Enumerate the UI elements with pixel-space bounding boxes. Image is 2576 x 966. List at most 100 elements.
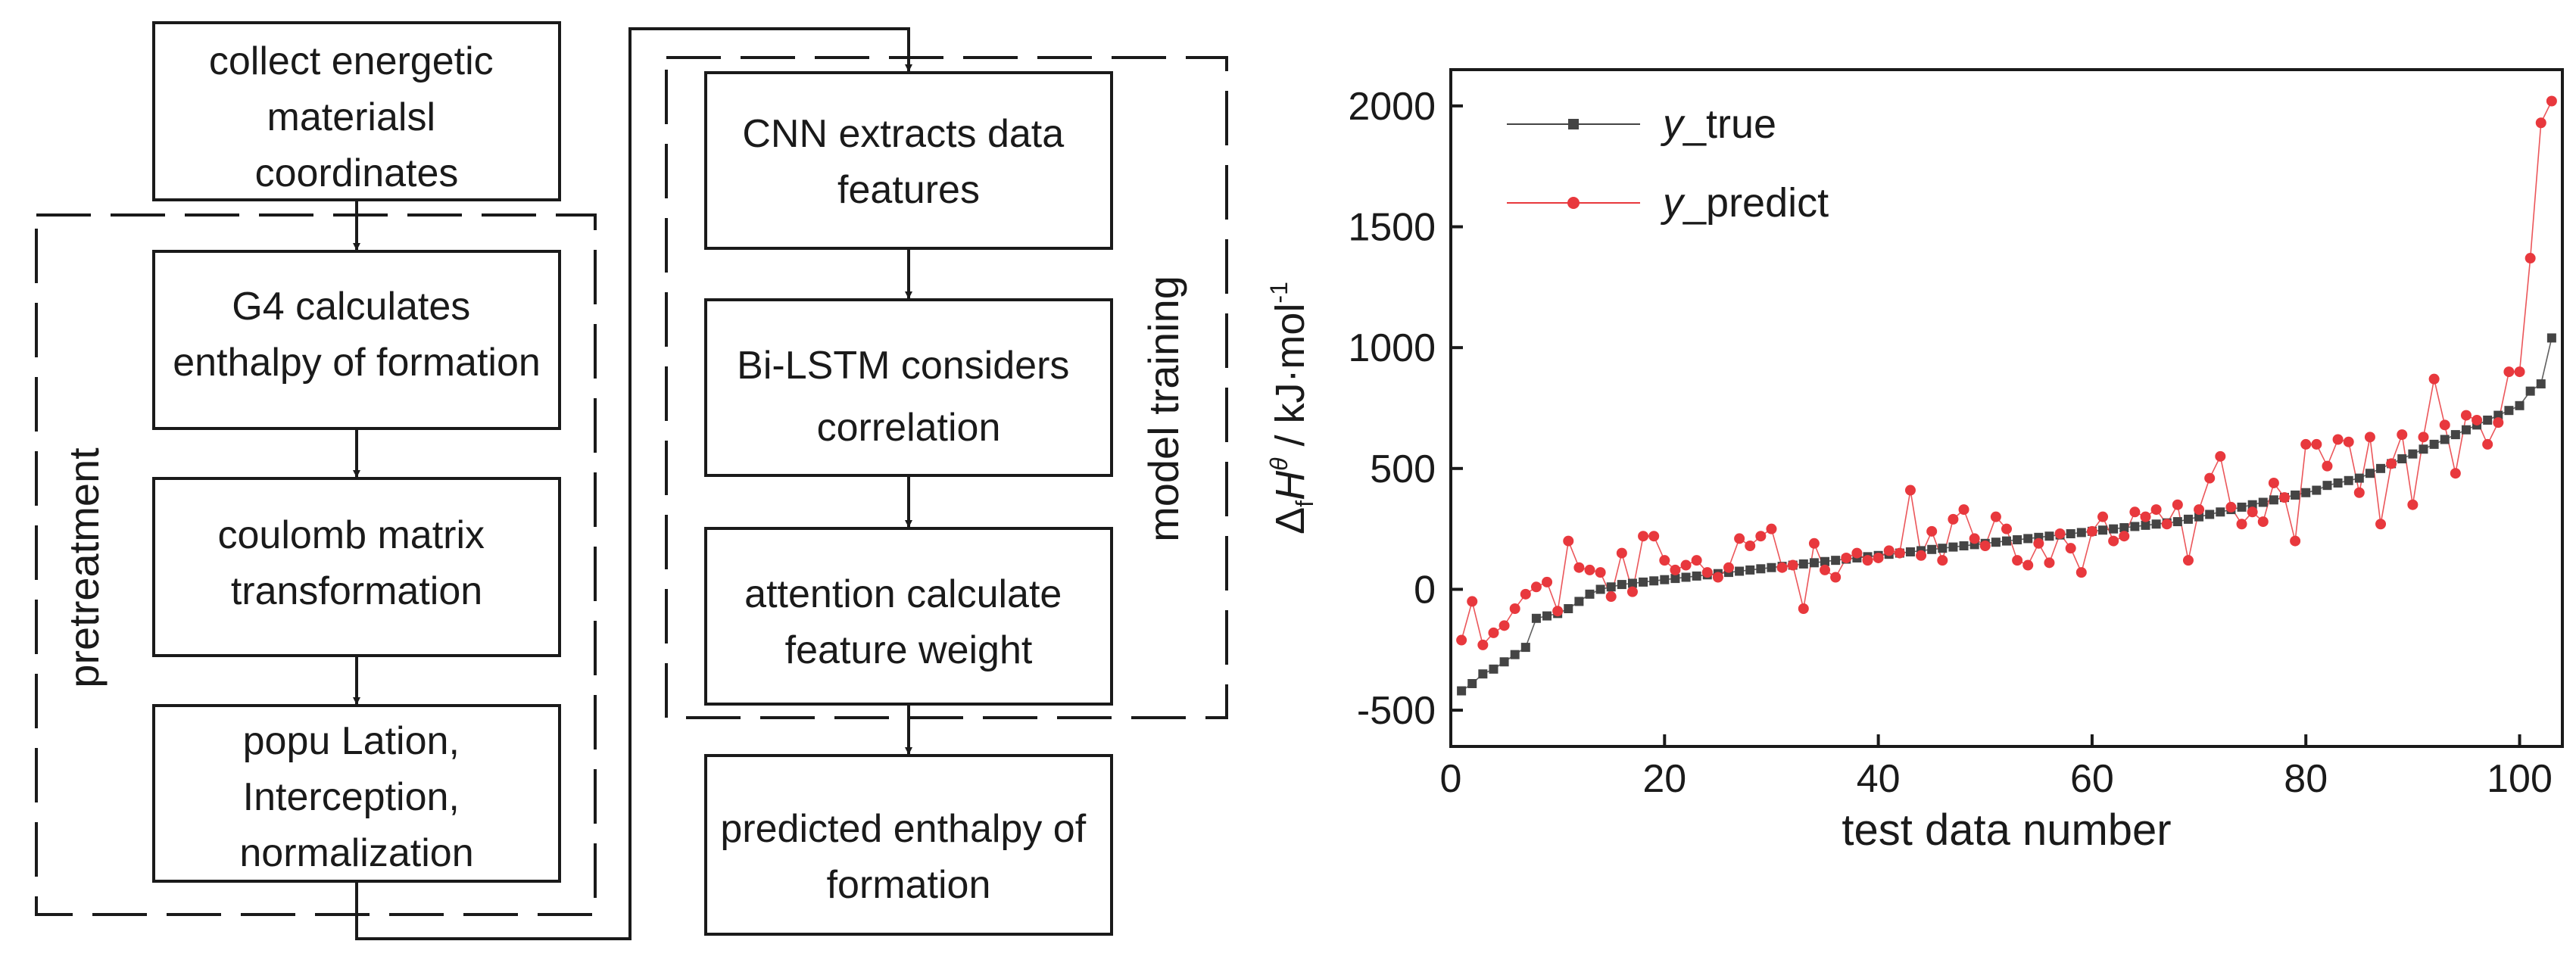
point-y_predict-63 xyxy=(2119,531,2130,542)
point-y_true-94 xyxy=(2450,430,2460,440)
point-y_true-51 xyxy=(1991,538,2001,547)
point-y_predict-28 xyxy=(1745,540,1756,551)
pretreatment-group xyxy=(35,213,597,916)
point-y_true-33 xyxy=(1798,559,1808,569)
point-y_true-11 xyxy=(1564,604,1573,614)
point-y_true-63 xyxy=(2119,523,2129,533)
point-y_predict-95 xyxy=(2460,410,2472,421)
node-coulomb: coulomb matrix transformation xyxy=(152,477,561,657)
point-y_true-46 xyxy=(1938,544,1948,553)
point-y_true-69 xyxy=(2183,514,2193,524)
point-y_predict-27 xyxy=(1734,533,1745,544)
point-y_predict-26 xyxy=(1723,562,1734,573)
point-y_true-20 xyxy=(1660,575,1670,584)
node-g4-line-2: enthalpy of formation xyxy=(173,341,541,385)
node-collect: collect energetic materialsl coordinates xyxy=(152,21,561,201)
point-y_predict-19 xyxy=(1648,531,1660,542)
point-y_predict-64 xyxy=(2129,506,2141,518)
point-y_predict-98 xyxy=(2493,417,2504,428)
point-y_predict-58 xyxy=(2065,543,2076,554)
point-y_predict-61 xyxy=(2097,511,2109,522)
point-y_true-5 xyxy=(1499,657,1509,667)
x-tick-label-0: 0 xyxy=(1440,757,1462,801)
point-y_predict-34 xyxy=(1808,538,1820,549)
node-bilstm-box xyxy=(704,298,1113,477)
point-y_predict-42 xyxy=(1894,547,1905,559)
node-attention-text: attention calculate feature weight xyxy=(744,572,1073,672)
point-y_true-22 xyxy=(1681,572,1691,582)
point-y_true-1 xyxy=(1457,686,1467,696)
y-tick-label-0: 0 xyxy=(1414,568,1436,612)
point-y_true-76 xyxy=(2258,497,2268,507)
point-y_true-87 xyxy=(2376,463,2386,473)
point-y_true-7 xyxy=(1520,643,1530,653)
legend-swatch-marker-y-predict xyxy=(1567,197,1580,209)
point-y_true-23 xyxy=(1692,571,1701,581)
point-y_true-48 xyxy=(1959,541,1969,550)
point-y_predict-81 xyxy=(2311,438,2322,450)
point-y_predict-48 xyxy=(1958,504,1969,516)
point-y_true-70 xyxy=(2194,512,2204,522)
point-y_true-103 xyxy=(2546,333,2556,343)
point-y_predict-79 xyxy=(2290,535,2301,547)
point-y_true-98 xyxy=(2493,410,2503,420)
node-attention-box xyxy=(704,527,1113,706)
x-tick-label-40: 40 xyxy=(1857,757,1901,801)
point-y_predict-101 xyxy=(2525,253,2536,264)
point-y_true-92 xyxy=(2429,439,2439,449)
point-y_predict-41 xyxy=(1883,545,1895,556)
point-y_true-95 xyxy=(2461,425,2471,435)
point-y_predict-15 xyxy=(1605,591,1617,603)
point-y_predict-55 xyxy=(2033,538,2044,549)
point-y_true-17 xyxy=(1627,578,1637,588)
point-y_predict-14 xyxy=(1595,567,1606,578)
x-axis-label: test data number xyxy=(1842,806,2171,855)
point-y_predict-25 xyxy=(1712,572,1723,583)
point-y_predict-77 xyxy=(2268,477,2279,488)
point-y_true-28 xyxy=(1745,565,1755,575)
point-y_true-15 xyxy=(1606,582,1616,592)
node-popu-line-3: normalization xyxy=(239,831,473,875)
legend-item-y-predict: y_predict xyxy=(1507,180,1829,226)
point-y_true-16 xyxy=(1617,580,1626,590)
point-y_true-65 xyxy=(2141,520,2150,530)
point-y_true-89 xyxy=(2397,454,2407,464)
point-y_predict-40 xyxy=(1873,552,1884,563)
point-y_predict-23 xyxy=(1691,555,1702,566)
point-y_predict-88 xyxy=(2386,458,2397,469)
point-y_predict-50 xyxy=(1979,540,1991,551)
point-y_true-59 xyxy=(2076,528,2086,538)
point-y_predict-45 xyxy=(1926,525,1938,537)
node-attention-line-2: feature weight xyxy=(785,628,1033,672)
y-label-unit-sup: -1 xyxy=(1265,282,1293,303)
pretreatment-label: pretreatment xyxy=(60,447,108,688)
series-markers xyxy=(1456,95,2557,696)
point-y_predict-65 xyxy=(2140,511,2151,522)
point-y_predict-18 xyxy=(1638,531,1649,542)
point-y_true-56 xyxy=(2044,531,2054,541)
point-y_predict-21 xyxy=(1670,564,1681,575)
node-predicted-box xyxy=(704,754,1113,936)
point-y_predict-87 xyxy=(2375,519,2387,530)
point-y_true-6 xyxy=(1510,650,1520,659)
plot-frame xyxy=(1449,68,2564,748)
node-collect-line-1: collect energetic xyxy=(209,39,494,83)
series-lines xyxy=(1461,101,2553,692)
point-y_true-80 xyxy=(2301,488,2311,497)
point-y_predict-29 xyxy=(1755,531,1767,542)
point-y_true-47 xyxy=(1948,542,1958,552)
point-y_predict-70 xyxy=(2194,504,2205,516)
point-y_true-84 xyxy=(2344,475,2353,485)
node-popu: popu Lation, Interception, normalization xyxy=(152,704,561,883)
node-coulomb-box xyxy=(152,477,561,657)
point-y_predict-90 xyxy=(2407,499,2419,510)
point-y_predict-74 xyxy=(2236,519,2247,530)
node-collect-box xyxy=(152,21,561,201)
point-y_predict-59 xyxy=(2075,567,2087,578)
x-tick-label-100: 100 xyxy=(2487,757,2553,801)
point-y_predict-5 xyxy=(1499,620,1510,631)
point-y_predict-99 xyxy=(2503,366,2515,378)
node-popu-line-1: popu Lation, xyxy=(243,719,460,763)
